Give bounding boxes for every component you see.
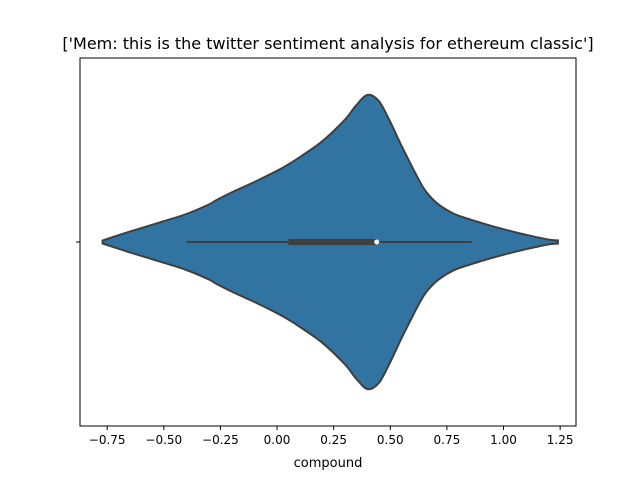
x-axis: −0.75 −0.50 −0.25 0.00 0.25 0.50 0.75 1.00 1.25 (89, 426, 574, 447)
x-tick-label: −0.75 (89, 433, 126, 447)
x-tick-label: 1.00 (490, 433, 517, 447)
plot-area (76, 93, 559, 391)
x-tick-label: −0.25 (202, 433, 239, 447)
x-tick-label: 1.25 (547, 433, 574, 447)
plot-frame (79, 57, 577, 427)
x-tick-label: 0.50 (377, 433, 404, 447)
x-tick-label: 0.00 (264, 433, 291, 447)
x-axis-label: compound (294, 456, 363, 471)
x-tick-label: 0.25 (320, 433, 347, 447)
box-median (374, 239, 380, 245)
x-tick-label: 0.75 (434, 433, 461, 447)
x-tick-label: −0.50 (145, 433, 182, 447)
chart-title: ['Mem: this is the twitter sentiment ana… (62, 34, 593, 53)
